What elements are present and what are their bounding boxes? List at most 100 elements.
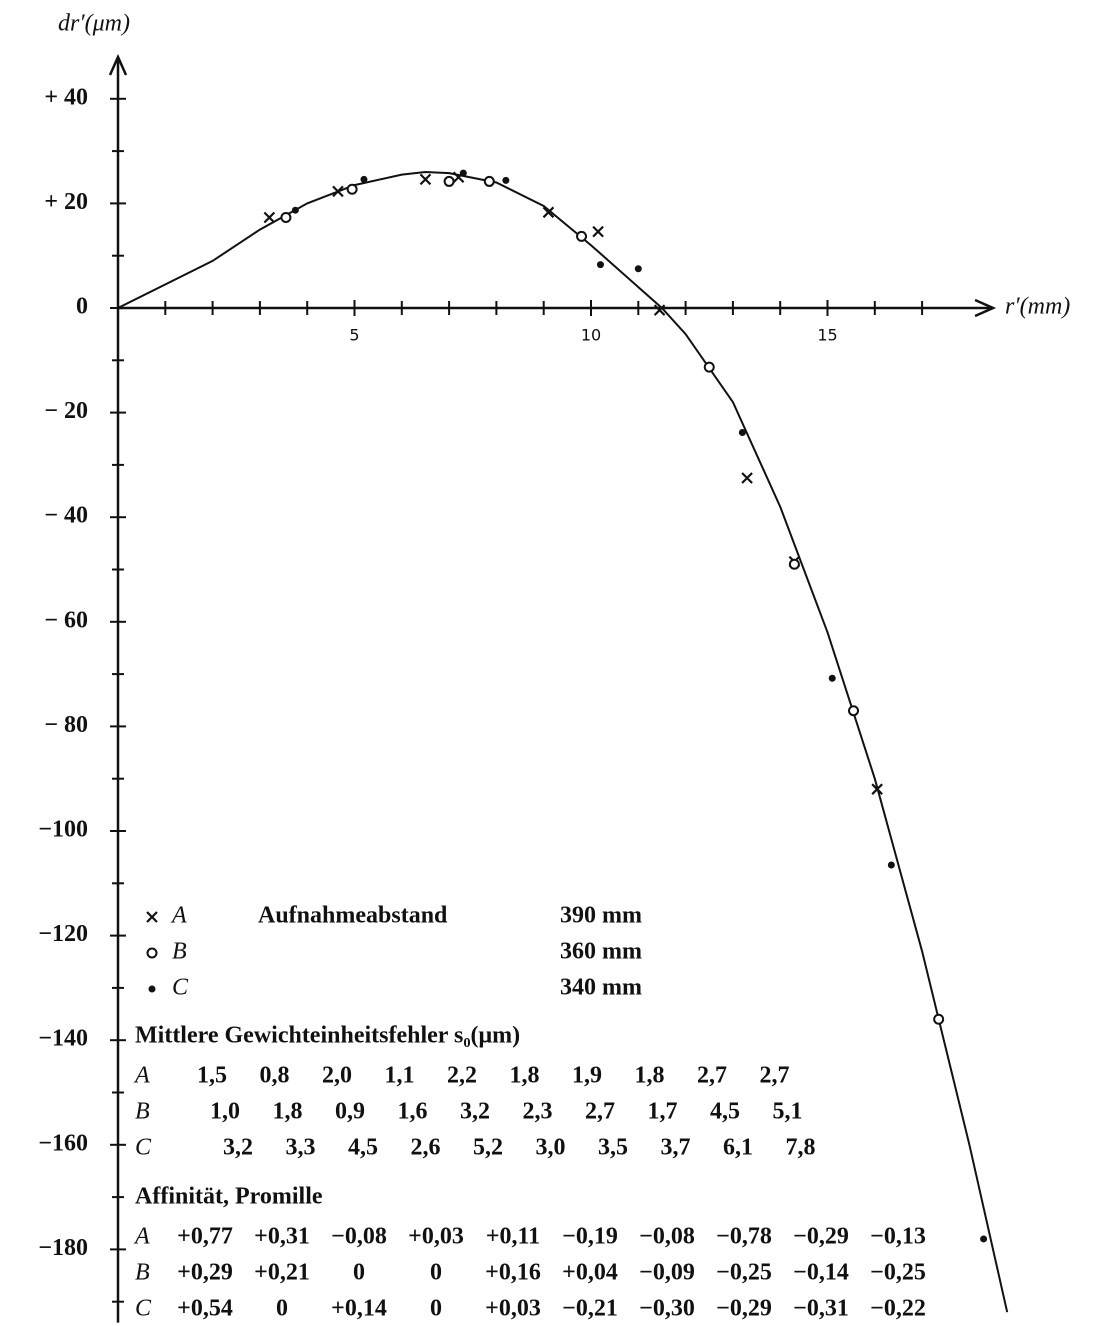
legend-distance: 390 mm: [560, 903, 642, 929]
point-dot: [634, 265, 642, 273]
x-tick-label: 15: [817, 326, 837, 345]
table-cell: 3,3: [286, 1135, 316, 1161]
table-cell: −0,29: [793, 1224, 849, 1250]
point-circle: [933, 1013, 945, 1025]
table-cell: +0,31: [254, 1224, 310, 1250]
table-title: Affinität, Promille: [135, 1184, 323, 1210]
point-cross: [741, 472, 753, 484]
table-cell: +0,16: [485, 1260, 541, 1286]
point-circle: [483, 175, 495, 187]
legend-distance: 340 mm: [560, 975, 642, 1001]
table-cell: −0,22: [870, 1296, 926, 1322]
table-cell: 1,1: [385, 1063, 415, 1089]
table-row-label: A: [133, 1063, 150, 1089]
table-cell: 2,6: [411, 1135, 441, 1161]
x-axis-arrow: [974, 298, 997, 318]
table-cell: +0,04: [562, 1260, 618, 1286]
y-tick-label: + 20: [44, 189, 88, 215]
table-cell: 4,5: [348, 1135, 378, 1161]
point-circle: [443, 175, 455, 187]
legend-label: C: [172, 975, 189, 1001]
point-dot: [360, 175, 368, 183]
table-row-label: B: [135, 1260, 150, 1286]
point-circle: [576, 230, 588, 242]
table-cell: 3,5: [598, 1135, 628, 1161]
point-dot: [459, 169, 467, 177]
x-axis-title: r′(mm): [1005, 294, 1070, 320]
table-cell: 7,8: [786, 1135, 816, 1161]
y-tick-label: − 60: [44, 607, 88, 633]
point-dot: [148, 985, 156, 993]
table-cell: 0: [430, 1296, 442, 1322]
table-cell: −0,14: [793, 1260, 849, 1286]
table-cell: 2,0: [322, 1063, 352, 1089]
table-cell: 0,9: [335, 1099, 365, 1125]
y-tick-label: −160: [38, 1130, 88, 1156]
table-cell: −0,25: [716, 1260, 772, 1286]
table-title: Mittlere Gewichteinheitsfehler s₀(μm): [135, 1023, 520, 1049]
point-dot: [980, 1235, 988, 1243]
table-cell: −0,78: [716, 1224, 772, 1250]
table-cell: 4,5: [710, 1099, 740, 1125]
table-cell: +0,77: [177, 1224, 233, 1250]
table-row-label: C: [135, 1135, 152, 1161]
point-dot: [738, 428, 746, 436]
table-cell: 2,7: [760, 1063, 790, 1089]
table-row-label: C: [135, 1296, 152, 1322]
table-cell: 1,8: [510, 1063, 540, 1089]
y-tick-label: − 40: [44, 503, 88, 529]
point-dot: [502, 176, 510, 184]
y-axis-title: dr′(μm): [58, 10, 130, 36]
table-cell: −0,31: [793, 1296, 849, 1322]
table-cell: −0,29: [716, 1296, 772, 1322]
table-cell: 2,7: [697, 1063, 727, 1089]
point-cross: [592, 225, 604, 238]
table-cell: 1,9: [572, 1063, 602, 1089]
table-cell: 1,8: [635, 1063, 665, 1089]
table-cell: 5,1: [773, 1099, 803, 1125]
y-tick-label: −140: [38, 1026, 88, 1052]
table-cell: +0,54: [177, 1296, 233, 1322]
table-cell: −0,09: [639, 1260, 695, 1286]
table-cell: +0,03: [408, 1224, 464, 1250]
y-tick-label: − 80: [44, 712, 88, 738]
table-cell: −0,30: [639, 1296, 695, 1322]
point-circle: [788, 558, 800, 570]
table-cell: 1,5: [197, 1063, 227, 1089]
table-cell: 2,7: [585, 1099, 615, 1125]
point-cross: [263, 211, 276, 224]
point-cross: [146, 911, 158, 923]
point-dot: [828, 674, 836, 682]
x-tick-label: 10: [581, 326, 601, 345]
legend-label: A: [170, 903, 187, 929]
table-cell: −0,08: [331, 1224, 387, 1250]
point-circle: [848, 705, 860, 717]
table-cell: 0: [276, 1296, 288, 1322]
point-circle: [703, 361, 715, 373]
table-cell: 6,1: [723, 1135, 753, 1161]
table-cell: 3,2: [460, 1099, 490, 1125]
legend-label: B: [172, 939, 187, 965]
table-cell: 1,6: [398, 1099, 428, 1125]
table-row-label: A: [133, 1224, 150, 1250]
table-cell: −0,19: [562, 1224, 618, 1250]
y-tick-label: −100: [38, 817, 88, 843]
table-cell: 5,2: [473, 1135, 503, 1161]
table-cell: 3,0: [536, 1135, 566, 1161]
table-cell: 3,7: [661, 1135, 691, 1161]
point-cross: [871, 783, 883, 795]
fit-curve: [117, 170, 1009, 1313]
point-cross: [653, 304, 666, 316]
table-cell: 1,0: [210, 1099, 240, 1125]
table-cell: 1,8: [273, 1099, 303, 1125]
point-cross: [419, 173, 432, 186]
legend-distance: 360 mm: [560, 939, 642, 965]
point-dot: [291, 206, 299, 214]
table-cell: 1,7: [648, 1099, 678, 1125]
table-cell: 2,2: [447, 1063, 477, 1089]
y-tick-label: + 40: [44, 84, 88, 110]
point-circle: [346, 183, 358, 195]
table-cell: 3,2: [223, 1135, 253, 1161]
point-dot: [887, 861, 895, 869]
